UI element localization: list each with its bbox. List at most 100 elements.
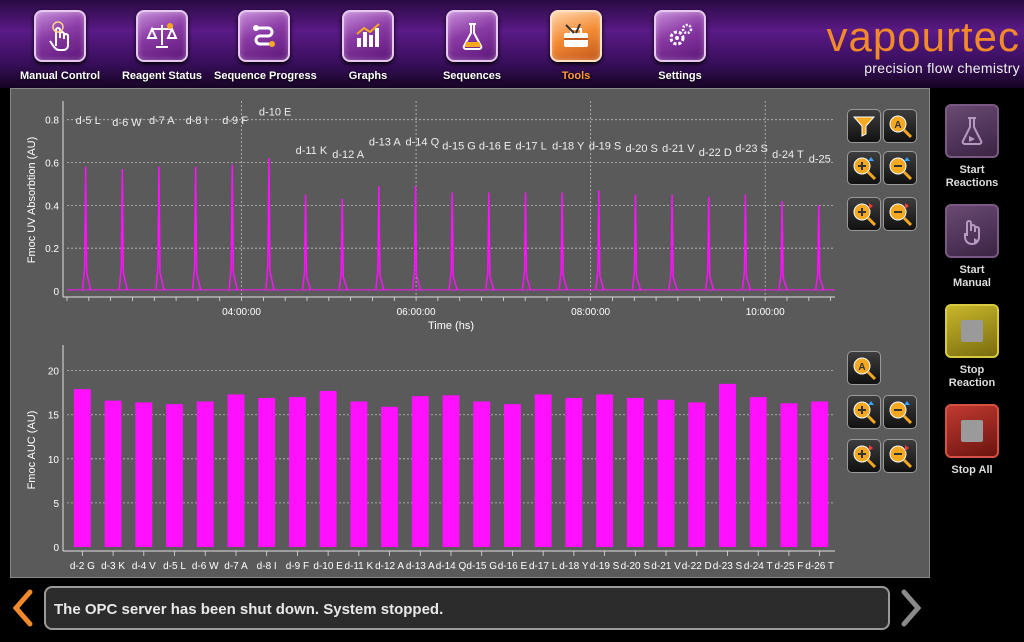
uv-peak-line — [118, 168, 129, 291]
auc-bar — [381, 406, 399, 547]
auc-x-tick-label: d-19 S — [590, 561, 620, 572]
uv-peak-line — [668, 194, 678, 291]
zoom-out-y-button[interactable] — [883, 151, 917, 185]
uv-peak-line — [375, 186, 385, 291]
uv-peak-line — [411, 186, 422, 291]
uv-peak-label: d-22 D — [699, 147, 732, 159]
nav-label: Reagent Status — [121, 70, 203, 82]
filter-button[interactable] — [847, 109, 881, 143]
uv-peak-label: d-13 A — [369, 136, 401, 148]
uv-peak-line — [778, 201, 788, 291]
auc-bar — [596, 394, 614, 547]
start-reactions-button[interactable]: Start Reactions — [934, 104, 1010, 190]
auc-bar — [442, 395, 460, 547]
hand-pointer-icon-box — [34, 10, 86, 62]
auc-x-tick-label: d-8 I — [257, 561, 277, 572]
nav-settings[interactable]: Settings — [630, 8, 730, 88]
auc-y-tick-label: 20 — [48, 367, 60, 378]
auc-x-tick-label: d-21 V — [651, 561, 681, 572]
uv-peak-label: d-12 A — [332, 149, 364, 161]
auc-x-tick-label: d-14 Q — [436, 561, 467, 572]
zoom-out-x-button[interactable] — [883, 197, 917, 231]
auc-x-tick-label: d-10 E — [313, 561, 343, 572]
auc-x-tick-label: d-26 T — [805, 561, 834, 572]
auc-bar — [780, 403, 798, 547]
sequence-icon — [253, 25, 275, 47]
auc-zoom-in-x-button[interactable] — [847, 439, 881, 473]
auc-y-tick-label: 15 — [48, 411, 60, 422]
auc-bar — [749, 397, 767, 547]
auc-bar — [227, 394, 245, 547]
uv-peak-line — [448, 192, 458, 291]
auc-bar — [688, 402, 706, 547]
auc-bar — [288, 397, 306, 547]
svg-text:A: A — [858, 362, 865, 373]
hand-pointer-icon — [49, 21, 69, 51]
sequence-icon-box — [238, 10, 290, 62]
auc-x-tick-label: d-24 T — [744, 561, 773, 572]
uv-peak-line — [595, 190, 605, 291]
auc-y-tick-label: 0 — [53, 543, 59, 554]
auc-x-tick-label: d-15 G — [466, 561, 497, 572]
uv-y-tick-label: 0.6 — [45, 159, 59, 170]
uv-y-tick-label: 0.2 — [45, 244, 59, 255]
stop-all-label: Stop All — [951, 464, 993, 476]
auc-x-tick-label: d-7 A — [224, 561, 248, 572]
zoom-in-x-button[interactable] — [847, 197, 881, 231]
uv-x-tick-label: 06:00:00 — [397, 307, 436, 318]
nav-reagent-status[interactable]: Reagent Status — [112, 8, 212, 88]
nav-label: Manual Control — [19, 70, 101, 82]
zoom-auto-button[interactable]: A — [883, 109, 917, 143]
uv-x-tick-label: 10:00:00 — [746, 307, 785, 318]
nav-tools[interactable]: Tools — [526, 8, 626, 88]
uv-peak-line — [521, 192, 532, 291]
zoom-auto-icon: A — [853, 357, 877, 381]
auc-bar — [719, 383, 736, 547]
uv-peak-label: d-5 L — [76, 115, 101, 127]
auc-zoom-auto-button[interactable]: A — [847, 351, 881, 385]
uv-y-tick-label: 0.8 — [45, 116, 59, 127]
start-manual-button[interactable]: Start Manual — [934, 204, 1010, 290]
uv-peak-line — [81, 166, 92, 291]
auc-x-tick-label: d-17 L — [529, 561, 558, 572]
nav-label: Graphs — [348, 70, 388, 82]
status-message: The OPC server has been shut down. Syste… — [44, 586, 890, 630]
auc-bar — [135, 402, 153, 547]
uv-peak-label: d-9 F — [222, 115, 248, 127]
zoom-in-y-button[interactable] — [847, 151, 881, 185]
uv-y-tick-label: 0.4 — [45, 201, 59, 212]
start-reactions-icon-box — [945, 104, 999, 158]
zoom-out-icon — [889, 445, 913, 469]
uv-chart-svg: 0 0.2 0.4 0.6 0.8 04:00:00 06:00:00 08:00:00 10:… — [26, 101, 835, 332]
nav-sequences[interactable]: Sequences — [422, 8, 522, 88]
auc-bar — [196, 401, 214, 547]
auc-zoom-out-x-button[interactable] — [883, 439, 917, 473]
previous-arrow-icon[interactable] — [8, 588, 38, 628]
auc-zoom-out-y-button[interactable] — [883, 395, 917, 429]
auc-zoom-in-y-button[interactable] — [847, 395, 881, 429]
gears-icon-box — [654, 10, 706, 62]
logo-tagline: precision flow chemistry — [864, 60, 1020, 76]
uv-peak-label: d-21 V — [662, 143, 695, 155]
auc-y-tick-label: 10 — [48, 455, 60, 466]
next-arrow-icon[interactable] — [896, 588, 926, 628]
stop-all-button[interactable]: Stop All — [934, 404, 1010, 477]
uv-peak-label: d-25 — [809, 154, 831, 166]
nav-graphs[interactable]: Graphs — [318, 8, 418, 88]
nav-manual-control[interactable]: Manual Control — [10, 8, 110, 88]
uv-peak-label: d-7 A — [149, 115, 175, 127]
nav-sequence-progress[interactable]: Sequence Progress — [214, 8, 317, 88]
uv-peak-label: d-16 E — [479, 141, 511, 153]
zoom-out-icon — [889, 157, 913, 181]
uv-peak-label: d-18 Y — [552, 141, 585, 153]
uv-peak-label: d-10 E — [259, 106, 291, 118]
logo-word: vapourtec — [826, 13, 1020, 60]
flask-chain-icon-box — [446, 10, 498, 62]
stop-reaction-button[interactable]: Stop Reaction — [934, 304, 1010, 390]
start-manual-label: Start Manual — [953, 264, 991, 289]
auc-x-tick-label: d-6 W — [192, 561, 219, 572]
status-bar: The OPC server has been shut down. Syste… — [0, 578, 1024, 642]
stop-all-icon-box — [945, 404, 999, 458]
auc-x-tick-label: d-4 V — [132, 561, 156, 572]
auc-x-tick-label: d-13 A — [406, 561, 435, 572]
